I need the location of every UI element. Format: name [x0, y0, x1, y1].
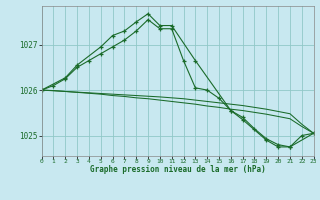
- X-axis label: Graphe pression niveau de la mer (hPa): Graphe pression niveau de la mer (hPa): [90, 165, 266, 174]
